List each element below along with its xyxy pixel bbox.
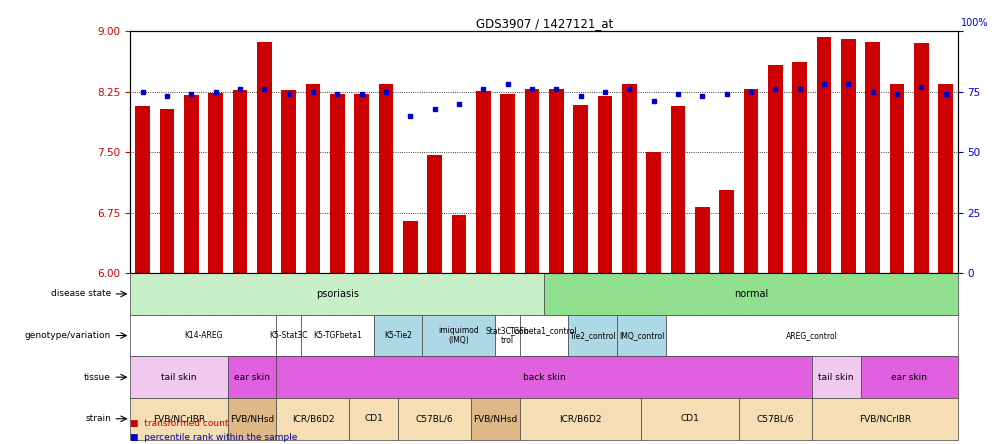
Bar xyxy=(616,315,665,357)
Text: ear skin: ear skin xyxy=(233,373,270,382)
Bar xyxy=(913,43,928,273)
Text: K5-TGFbeta1: K5-TGFbeta1 xyxy=(313,331,362,340)
Bar xyxy=(277,315,301,357)
Bar xyxy=(349,398,398,440)
Bar xyxy=(573,105,587,273)
Text: ear skin: ear skin xyxy=(891,373,926,382)
Text: FVB/NCrIBR: FVB/NCrIBR xyxy=(153,414,205,423)
Bar xyxy=(524,89,539,273)
Bar xyxy=(281,90,296,273)
Bar xyxy=(135,106,149,273)
Bar xyxy=(865,42,879,273)
Bar xyxy=(232,90,246,273)
Text: strain: strain xyxy=(85,414,111,423)
Bar xyxy=(500,94,514,273)
Text: 100%: 100% xyxy=(960,18,987,28)
Text: IMQ_control: IMQ_control xyxy=(618,331,663,340)
Text: K14-AREG: K14-AREG xyxy=(184,331,222,340)
Bar xyxy=(227,357,277,398)
Bar xyxy=(665,315,957,357)
Text: TGFbeta1_control: TGFbeta1_control xyxy=(510,326,577,345)
Text: disease state: disease state xyxy=(51,289,111,298)
Bar xyxy=(208,93,222,273)
Text: Tie2_control: Tie2_control xyxy=(569,331,615,340)
Bar xyxy=(811,357,860,398)
Bar xyxy=(476,91,490,273)
Bar xyxy=(422,315,495,357)
Text: CD1: CD1 xyxy=(680,414,698,423)
Text: ■  percentile rank within the sample: ■ percentile rank within the sample xyxy=(130,433,298,442)
Text: tail skin: tail skin xyxy=(161,373,196,382)
Text: K5-Stat3C: K5-Stat3C xyxy=(270,331,308,340)
Bar xyxy=(277,398,349,440)
Text: psoriasis: psoriasis xyxy=(316,289,359,299)
Text: C57BL/6: C57BL/6 xyxy=(416,414,453,423)
Bar xyxy=(641,398,738,440)
Bar xyxy=(427,155,442,273)
Bar xyxy=(621,83,636,273)
Text: FVB/NHsd: FVB/NHsd xyxy=(473,414,517,423)
Text: K5-Tie2: K5-Tie2 xyxy=(384,331,412,340)
Text: CD1: CD1 xyxy=(364,414,383,423)
Bar xyxy=(718,190,733,273)
Bar xyxy=(159,108,174,273)
Bar xyxy=(792,62,807,273)
Text: genotype/variation: genotype/variation xyxy=(25,331,111,340)
Bar xyxy=(471,398,519,440)
Bar xyxy=(257,42,272,273)
Bar xyxy=(130,273,543,315)
Bar xyxy=(519,315,568,357)
Text: ICR/B6D2: ICR/B6D2 xyxy=(292,414,334,423)
Bar xyxy=(227,398,277,440)
Bar xyxy=(694,207,709,273)
Bar xyxy=(130,398,227,440)
Bar xyxy=(330,94,345,273)
Bar xyxy=(597,95,611,273)
Bar xyxy=(403,221,417,273)
Bar xyxy=(811,398,957,440)
Text: normal: normal xyxy=(733,289,768,299)
Bar xyxy=(379,83,393,273)
Bar xyxy=(816,37,831,273)
Text: ICR/B6D2: ICR/B6D2 xyxy=(559,414,601,423)
Bar xyxy=(543,273,957,315)
Bar xyxy=(354,94,369,273)
Bar xyxy=(742,89,758,273)
Bar xyxy=(841,39,855,273)
Text: tissue: tissue xyxy=(84,373,111,382)
Bar xyxy=(398,398,471,440)
Text: back skin: back skin xyxy=(522,373,565,382)
Bar xyxy=(495,315,519,357)
Text: AREG_control: AREG_control xyxy=(786,331,837,340)
Bar xyxy=(768,65,782,273)
Bar xyxy=(860,357,957,398)
Bar xyxy=(306,83,320,273)
Bar xyxy=(374,315,422,357)
Title: GDS3907 / 1427121_at: GDS3907 / 1427121_at xyxy=(475,17,612,30)
Text: FVB/NCrIBR: FVB/NCrIBR xyxy=(858,414,910,423)
Bar xyxy=(738,398,811,440)
Bar xyxy=(130,315,277,357)
Bar xyxy=(568,315,616,357)
Bar xyxy=(645,152,660,273)
Text: C57BL/6: C57BL/6 xyxy=(756,414,794,423)
Bar xyxy=(548,89,563,273)
Text: tail skin: tail skin xyxy=(818,373,853,382)
Bar xyxy=(889,83,904,273)
Bar xyxy=(938,83,952,273)
Text: imiquimod
(IMQ): imiquimod (IMQ) xyxy=(438,326,479,345)
Bar xyxy=(183,95,198,273)
Bar xyxy=(451,215,466,273)
Text: Stat3C_con
trol: Stat3C_con trol xyxy=(485,326,529,345)
Bar xyxy=(277,357,811,398)
Bar xyxy=(301,315,374,357)
Text: ■  transformed count: ■ transformed count xyxy=(130,420,228,428)
Bar xyxy=(130,357,227,398)
Bar xyxy=(670,106,684,273)
Text: FVB/NHsd: FVB/NHsd xyxy=(229,414,274,423)
Bar xyxy=(519,398,641,440)
